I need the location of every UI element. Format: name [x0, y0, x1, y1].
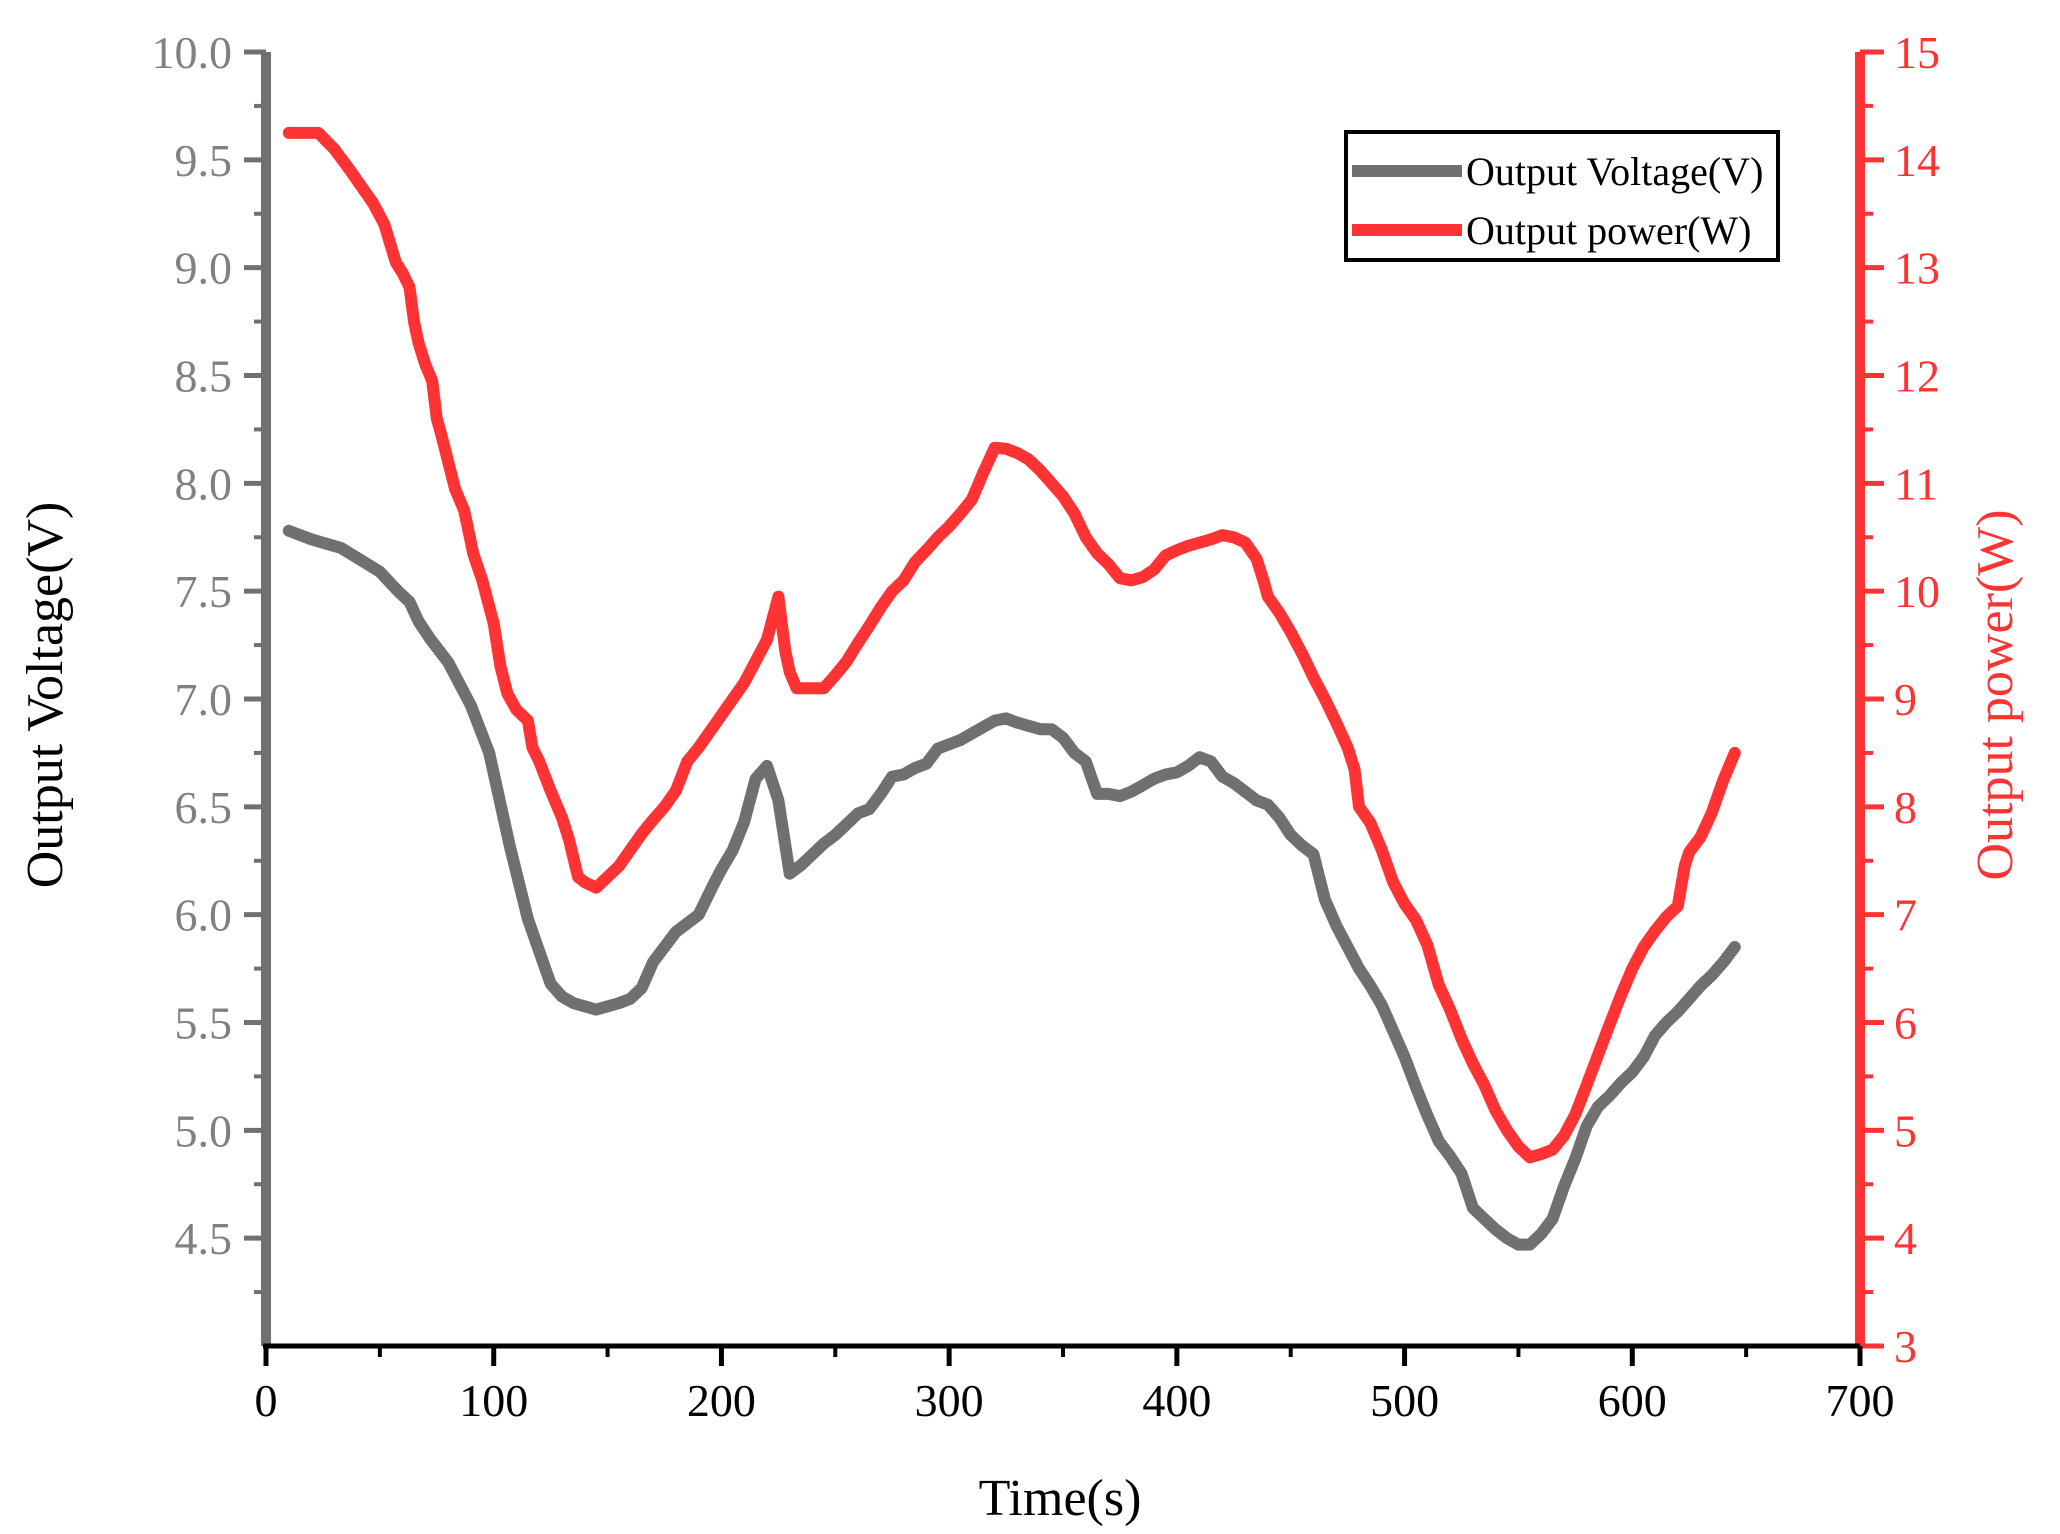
left-y-tick-label: 7.5: [175, 566, 233, 617]
right-y-tick-label: 15: [1894, 27, 1940, 78]
x-tick-label: 700: [1826, 1375, 1895, 1426]
left-y-tick-label: 10.0: [152, 27, 233, 78]
series-lines: [282, 126, 1741, 1251]
left-y-tick-label: 8.5: [175, 351, 233, 402]
right-y-tick-label: 8: [1894, 782, 1917, 833]
right-y-axis-title: Output power(W): [1967, 509, 2024, 880]
x-tick-label: 600: [1598, 1375, 1667, 1426]
x-ticks: 0 100 200 300 400 500 600 700: [255, 1346, 1895, 1426]
left-y-tick-label: 4.5: [175, 1213, 233, 1264]
left-y-ticks: 4.5 5.0 5.5 6.0 6.5 7.0 7.5 8.0 8.5 9.0 9.5 10.0: [152, 27, 266, 1295]
left-y-tick-label: 9.0: [175, 243, 233, 294]
x-tick-label: 100: [459, 1375, 528, 1426]
right-y-ticks: 3 4 5 6 7 8 9 10 11 12 13 14 15: [1860, 27, 1940, 1372]
legend: Output Voltage(V) Output power(W): [1344, 130, 1780, 262]
right-y-tick-label: 6: [1894, 998, 1917, 1049]
right-y-tick-label: 14: [1894, 135, 1940, 186]
right-y-tick-label: 13: [1894, 243, 1940, 294]
right-y-tick-label: 4: [1894, 1213, 1917, 1264]
right-y-tick-label: 7: [1894, 890, 1917, 941]
left-y-tick-label: 8.0: [175, 458, 233, 509]
left-y-tick-label: 6.0: [175, 890, 233, 941]
right-y-tick-label: 12: [1894, 351, 1940, 402]
right-y-tick-label: 9: [1894, 674, 1917, 725]
left-y-axis-title: Output Voltage(V): [17, 502, 74, 889]
left-y-tick-label: 9.5: [175, 135, 233, 186]
right-y-tick-label: 3: [1894, 1321, 1917, 1372]
right-y-tick-label: 11: [1894, 458, 1938, 509]
legend-label-power: Output power(W): [1466, 208, 1751, 253]
x-tick-label: 500: [1370, 1375, 1439, 1426]
x-tick-label: 200: [687, 1375, 756, 1426]
x-tick-label: 300: [915, 1375, 984, 1426]
right-y-tick-label: 5: [1894, 1105, 1917, 1156]
left-y-tick-label: 5.5: [175, 998, 233, 1049]
series-line-output-power: [282, 126, 1741, 1164]
x-tick-label: 400: [1142, 1375, 1211, 1426]
legend-box: [1344, 130, 1780, 262]
series-line-output-voltage: [282, 524, 1741, 1251]
x-axis-title: Time(s): [979, 1470, 1142, 1527]
x-tick-label: 0: [255, 1375, 278, 1426]
left-y-tick-label: 5.0: [175, 1105, 233, 1156]
left-y-tick-label: 7.0: [175, 674, 233, 725]
left-y-tick-label: 6.5: [175, 782, 233, 833]
right-y-tick-label: 10: [1894, 566, 1940, 617]
legend-label-voltage: Output Voltage(V): [1466, 149, 1763, 194]
